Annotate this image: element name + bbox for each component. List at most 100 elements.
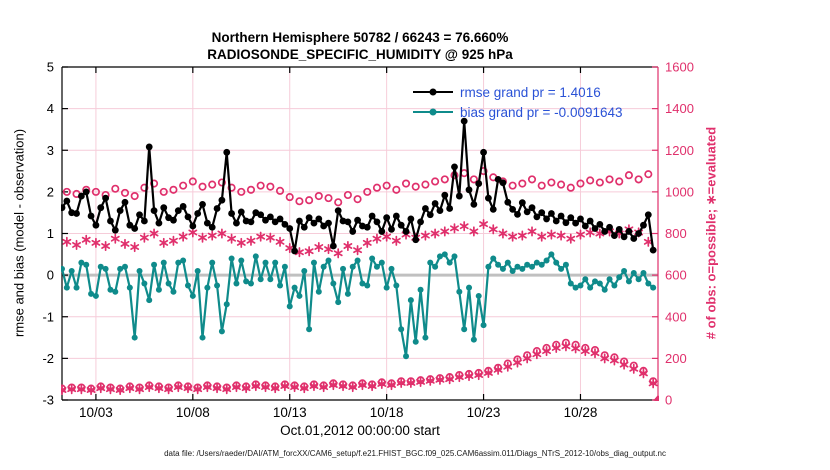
rmse-dot-marker xyxy=(562,219,570,227)
bias-dot-marker xyxy=(354,257,361,264)
evaluated-asterisk-marker xyxy=(139,232,149,243)
bias-dot-marker xyxy=(160,259,167,266)
bias-dot-marker xyxy=(223,301,230,308)
bias-dot-marker xyxy=(146,297,153,304)
evaluated-asterisk-marker xyxy=(362,237,372,248)
bias-dot-marker xyxy=(68,267,75,274)
rmse-dot-marker xyxy=(228,210,235,217)
y-tick-label-right: 1600 xyxy=(665,60,694,75)
y-tick-label-left: 1 xyxy=(47,226,54,241)
bias-dot-marker xyxy=(238,257,245,264)
evaluated-asterisk-marker xyxy=(309,381,319,392)
possible-circle-marker xyxy=(586,176,595,185)
rmse-dot-marker xyxy=(543,215,550,223)
rmse-dot-marker xyxy=(397,221,405,229)
evaluated-asterisk-marker xyxy=(110,233,120,244)
x-axis-label: Oct.01,2012 00:00:00 start xyxy=(280,423,440,438)
bias-dot-marker xyxy=(112,288,119,295)
evaluated-asterisk-marker xyxy=(251,381,261,392)
evaluated-asterisk-marker xyxy=(537,231,547,242)
possible-circle-marker xyxy=(227,183,236,192)
rmse-dot-marker xyxy=(116,207,124,215)
evaluated-asterisk-marker xyxy=(261,382,270,393)
evaluated-asterisk-marker xyxy=(513,357,522,368)
rmse-dot-marker xyxy=(475,180,483,187)
rmse-dot-marker xyxy=(286,225,294,232)
series-rmse xyxy=(61,117,657,255)
rmse-dot-marker xyxy=(189,222,197,230)
bias-dot-marker xyxy=(63,284,70,291)
series-possible_obs xyxy=(61,167,659,401)
evaluated-asterisk-marker xyxy=(333,248,343,259)
y-tick-label-right: 1400 xyxy=(665,101,694,116)
x-tick-label: 10/28 xyxy=(564,405,598,420)
rmse-dot-marker xyxy=(334,207,342,215)
possible-circle-marker xyxy=(576,179,585,188)
possible-circle-marker xyxy=(411,182,420,191)
evaluated-asterisk-marker xyxy=(96,383,106,394)
evaluated-asterisk-marker xyxy=(207,230,217,241)
evaluated-asterisk-marker xyxy=(130,241,140,253)
bias-dot-marker xyxy=(151,261,158,268)
bias-dot-marker xyxy=(475,292,482,299)
bias-line xyxy=(61,253,654,358)
rmse-dot-marker xyxy=(431,200,439,207)
bias-dot-marker xyxy=(378,259,385,266)
rmse-dot-marker xyxy=(407,215,415,223)
evaluated-asterisk-marker xyxy=(493,364,503,375)
bias-dot-marker xyxy=(538,261,545,268)
possible-circle-marker xyxy=(343,190,352,200)
evaluated-asterisk-marker xyxy=(425,375,435,386)
rmse-dot-marker xyxy=(518,199,526,207)
possible-circle-marker xyxy=(169,185,178,194)
bias-dot-marker xyxy=(359,280,366,287)
title-line-1: Northern Hemisphere 50782 / 66243 = 76.6… xyxy=(211,30,509,45)
rmse-dot-marker xyxy=(591,225,599,232)
rmse-dot-marker xyxy=(630,235,638,242)
rmse-dot-marker xyxy=(92,221,100,229)
rmse-dot-marker xyxy=(596,220,604,228)
bias-dot-marker xyxy=(373,263,380,270)
evaluated-asterisk-marker xyxy=(561,341,571,352)
rmse-dot-marker xyxy=(257,211,265,219)
bias-dot-marker xyxy=(548,251,555,258)
bias-dot-marker xyxy=(383,284,390,291)
possible-circle-marker xyxy=(130,191,139,201)
rmse-dot-marker xyxy=(208,223,216,231)
rmse-dot-marker xyxy=(455,192,463,200)
rmse-dot-marker xyxy=(368,212,376,220)
rmse-dot-marker xyxy=(77,192,85,200)
evaluated-asterisk-marker xyxy=(198,232,207,243)
evaluated-asterisk-marker xyxy=(299,383,309,394)
rmse-dot-marker xyxy=(635,230,643,237)
evaluated-asterisk-marker xyxy=(338,381,348,392)
evaluated-asterisk-marker xyxy=(154,383,164,394)
bias-dot-marker xyxy=(587,284,594,291)
evaluated-asterisk-marker xyxy=(430,228,440,239)
rmse-dot-marker xyxy=(601,228,609,235)
rmse-dot-marker xyxy=(547,210,555,217)
possible-circle-marker xyxy=(440,175,449,184)
bias-dot-marker xyxy=(611,282,618,289)
evaluated-asterisk-marker xyxy=(576,229,585,240)
rmse-dot-marker xyxy=(470,200,478,208)
rmse-dot-marker xyxy=(310,219,318,227)
possible-circle-marker xyxy=(363,187,372,196)
evaluated-asterisk-marker xyxy=(522,353,532,364)
rmse-dot-marker xyxy=(233,219,240,227)
bias-dot-marker xyxy=(78,259,85,266)
bias-dot-marker xyxy=(422,334,429,341)
evaluated-asterisk-marker xyxy=(280,381,290,392)
rmse-dot-marker xyxy=(276,215,284,223)
rmse-dot-marker xyxy=(615,225,623,233)
rmse-dot-marker xyxy=(610,232,618,239)
possible-circle-marker xyxy=(431,177,440,186)
bias-dot-marker xyxy=(155,286,162,293)
legend-bias-label: bias grand pr = -0.0091643 xyxy=(460,104,623,120)
bias-dot-marker xyxy=(102,265,109,272)
rmse-dot-marker xyxy=(649,246,657,254)
chart-title: Northern Hemisphere 50782 / 66243 = 76.6… xyxy=(30,29,690,63)
bias-dot-marker xyxy=(432,263,439,270)
y-tick-label-left: -3 xyxy=(42,393,54,408)
rmse-dot-marker xyxy=(480,148,487,156)
